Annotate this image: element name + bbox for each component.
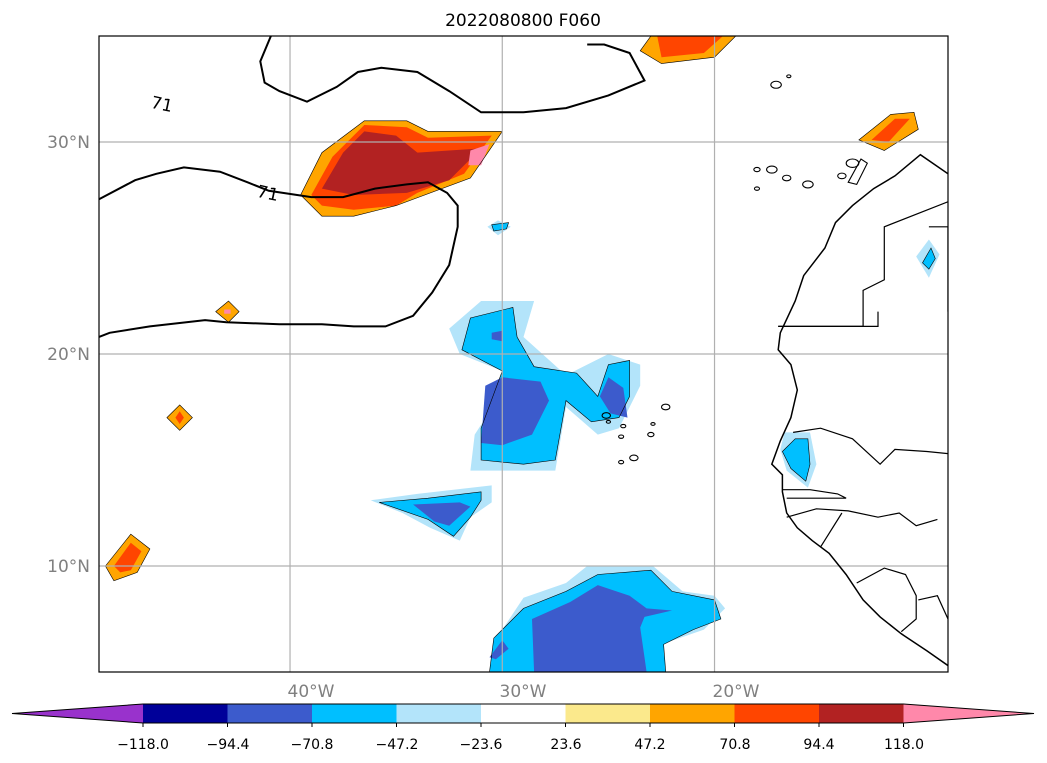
country-border: [856, 567, 917, 633]
colorbar-tick-label: −47.2: [376, 737, 419, 753]
contour-label: 71: [255, 182, 280, 206]
island: [770, 80, 782, 89]
island: [766, 165, 778, 174]
colorbar-tick-label: −70.8: [291, 737, 334, 753]
colorbar-tick-label: 23.6: [550, 737, 581, 753]
colorbar-over-extend: [903, 704, 1034, 723]
island: [618, 434, 625, 439]
shaded-outline: [215, 300, 240, 323]
country-border: [928, 226, 948, 312]
lon-tick-label: 40°W: [288, 682, 335, 702]
colorbar-segment: [650, 704, 735, 723]
colorbar-tick-labels: −118.0 −94.4 −70.8 −47.2 −23.6 23.6 47.2…: [117, 737, 924, 753]
colorbar-segment: [481, 704, 566, 723]
country-border: [918, 595, 948, 620]
shaded-region: [113, 542, 142, 573]
grid-lines: [99, 36, 948, 672]
shaded-region: [532, 585, 673, 672]
colorbar-tick-label: −118.0: [117, 737, 169, 753]
shaded-outline: [489, 569, 722, 672]
shaded-region: [782, 438, 810, 482]
lon-tick-label: 20°W: [713, 682, 760, 702]
colorbar-tick-label: −23.6: [460, 737, 503, 753]
colorbar-tick-label: 118.0: [884, 737, 924, 753]
shaded-region: [468, 144, 490, 166]
plot-frame: [98, 35, 949, 673]
coastline: [601, 74, 948, 667]
colorbar-segment: [143, 704, 228, 723]
country-border: [786, 508, 938, 527]
shaded-outline: [782, 438, 811, 482]
lon-tick-label: 30°W: [500, 682, 547, 702]
island: [786, 74, 792, 79]
colorbar: [11, 703, 1035, 727]
country-border: [778, 311, 879, 327]
shaded-region: [413, 502, 471, 526]
island: [802, 180, 814, 189]
colorbar-segment: [227, 704, 313, 723]
colorbar-tick-label: 70.8: [719, 737, 750, 753]
shaded-outline: [166, 404, 193, 431]
lat-tick-label: 10°N: [47, 557, 90, 577]
shaded-region: [321, 131, 482, 195]
island: [753, 186, 761, 191]
shaded-outline: [858, 111, 919, 151]
contour-line-71: [99, 166, 459, 338]
island: [781, 174, 792, 182]
shaded-region: [491, 222, 509, 231]
shaded-region: [224, 309, 231, 314]
colorbar-tick-label: −94.4: [207, 737, 250, 753]
shaded-region: [871, 118, 910, 142]
shaded-layer: [105, 36, 940, 672]
colorbar-segment: [396, 704, 482, 723]
island: [605, 419, 612, 424]
shaded-region: [175, 411, 184, 424]
contour-line-71: [259, 36, 646, 114]
lat-tick-label: 30°N: [47, 133, 90, 153]
island: [837, 172, 847, 180]
contour-label: 71: [149, 93, 174, 117]
colorbar-segment: [819, 704, 904, 723]
colorbar-segment: [312, 704, 397, 723]
colorbar-segment: [734, 704, 820, 723]
colorbar-tick-label: 47.2: [634, 737, 665, 753]
colorbar-tick-label: 94.4: [803, 737, 834, 753]
lat-tick-label: 20°N: [47, 345, 90, 365]
shaded-outline: [105, 533, 151, 582]
shaded-region: [481, 377, 549, 446]
shaded-region: [599, 377, 628, 418]
island: [629, 454, 639, 462]
country-border: [782, 489, 847, 499]
island: [660, 403, 671, 411]
map-area: [99, 36, 948, 672]
shaded-region: [657, 36, 723, 58]
shaded-region: [489, 640, 509, 660]
country-border: [793, 427, 948, 466]
island: [647, 431, 655, 438]
shaded-outline: [461, 307, 630, 465]
island: [753, 166, 761, 173]
africa-coastline: [770, 153, 948, 667]
contour-lines: [99, 36, 646, 338]
island: [847, 158, 869, 186]
island: [620, 423, 627, 429]
shaded-outline: [639, 36, 737, 64]
shaded-outline: [379, 491, 482, 537]
shaded-outline: [491, 222, 510, 232]
country-border: [820, 512, 843, 548]
colorbar-under-extend: [12, 704, 143, 723]
chart-title: 2022080800 F060: [445, 11, 601, 31]
island: [650, 422, 656, 426]
shaded-outline: [922, 247, 936, 270]
island: [601, 412, 612, 419]
island: [618, 459, 625, 465]
shaded-region: [491, 330, 503, 342]
colorbar-segment: [565, 704, 651, 723]
